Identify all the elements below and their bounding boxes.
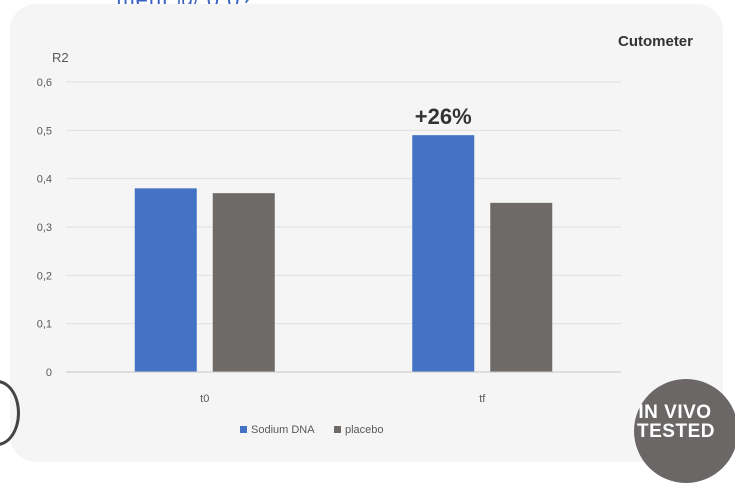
- x-axis-labels: t0 tf: [200, 393, 486, 405]
- legend: Sodium DNA placebo: [240, 424, 384, 436]
- legend-swatch: [334, 426, 341, 433]
- y-tick-label: 0,5: [37, 125, 52, 137]
- badge-line1: IN VIVO: [638, 402, 712, 423]
- x-tick-label: t0: [200, 393, 209, 405]
- y-tick-label: 0,6: [37, 77, 52, 89]
- y-tick-label: 0,4: [37, 174, 52, 186]
- y-tick-label: 0,2: [37, 270, 52, 282]
- bar-sodium-dna-t0: [134, 188, 197, 372]
- bar-annotation: +26%: [415, 104, 472, 129]
- x-tick-label: tf: [479, 393, 486, 405]
- y-axis-ticks: 0 0,1 0,2 0,3 0,4 0,5 0,6: [37, 77, 52, 379]
- chart-title: Cutometer: [618, 33, 693, 50]
- bar-placebo-t0: [212, 193, 275, 372]
- bars: [134, 135, 553, 372]
- y-tick-label: 0,1: [37, 319, 52, 331]
- legend-label: placebo: [345, 424, 384, 436]
- y-axis-label: R2: [52, 50, 69, 65]
- y-tick-label: 0,3: [37, 222, 52, 234]
- bar-placebo-tf: [490, 202, 553, 372]
- legend-swatch: [240, 426, 247, 433]
- y-tick-label: 0: [46, 367, 52, 379]
- badge-line2: TESTED: [637, 421, 715, 442]
- legend-label: Sodium DNA: [251, 424, 315, 436]
- chart-card: [10, 4, 723, 462]
- bar-sodium-dna-tf: [412, 135, 475, 372]
- in-vivo-tested-badge: IN VIVO TESTED: [634, 379, 735, 483]
- annotations: +26%: [415, 104, 472, 129]
